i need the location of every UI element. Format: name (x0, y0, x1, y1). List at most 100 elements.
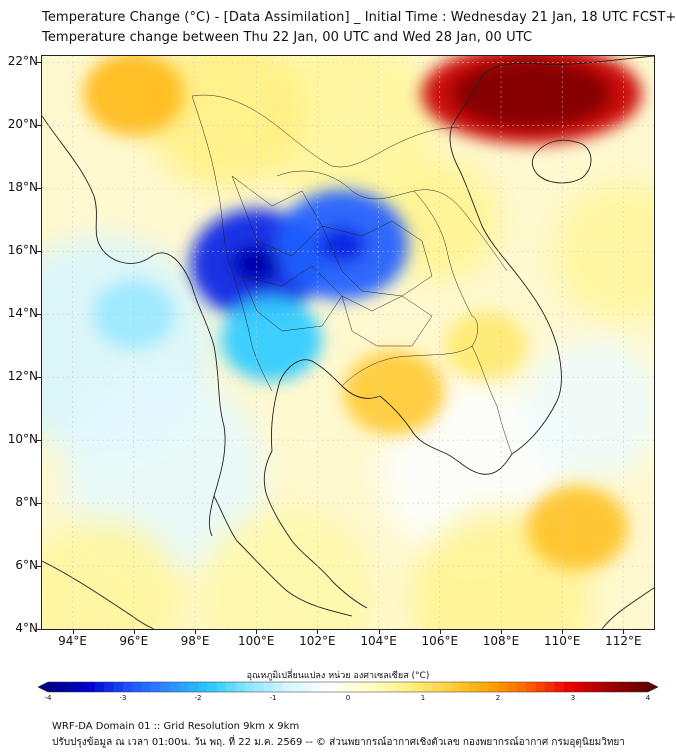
colorbar-segment (507, 682, 518, 692)
coastline-thai-peninsula-east (263, 450, 368, 609)
colorbar-segment (394, 682, 405, 692)
coastlines (42, 56, 654, 629)
graticule (42, 56, 654, 629)
colorbar-segment (638, 682, 649, 692)
field-base-blob (145, 56, 306, 190)
border-thai-provinces-northeast (321, 220, 433, 297)
colorbar-segment (310, 682, 321, 692)
latitude-label: 18°N (7, 180, 38, 195)
colorbar-segment (591, 682, 602, 692)
border-myanmar-laos-china (191, 94, 461, 168)
colorbar-segment (319, 682, 330, 692)
colorbar-segment (48, 682, 58, 692)
longitude-label: 96°E (119, 634, 149, 648)
longitude-label: 110°E (543, 634, 581, 648)
colorbar-tick-label: -3 (119, 694, 127, 702)
colorbar-segment (151, 682, 161, 692)
colorbar-segment (526, 682, 536, 692)
coastline-thai-peninsula (213, 495, 353, 617)
longitude-label: 102°E (299, 634, 336, 648)
colorbar-tick-label: 4 (645, 694, 651, 702)
colorbar-segment (498, 682, 508, 692)
south-china-warming-core (451, 58, 612, 129)
longitude-label: 104°E (360, 634, 397, 648)
latitude-label: 4°N (15, 621, 38, 635)
coastline-sumatra (42, 560, 155, 629)
latitude-tick (36, 125, 41, 127)
field-base-blob (522, 338, 654, 479)
colorbar-segment (601, 682, 611, 692)
colorbar-segment (488, 682, 499, 692)
coastline-cambodia (379, 395, 513, 475)
colorbar-segment (573, 682, 583, 692)
colorbar-segment (404, 682, 414, 692)
colorbar-segment (338, 682, 349, 692)
colorbar-segment (329, 682, 339, 692)
chart-title-line2: Temperature change between Thu 22 Jan, 0… (42, 30, 533, 45)
colorbar-segment (254, 682, 264, 692)
longitude-label: 98°E (180, 634, 210, 648)
longitude-tick (256, 630, 258, 634)
latitude-tick (36, 566, 41, 568)
colorbar-segment (619, 682, 630, 692)
longitude-tick (72, 630, 74, 634)
latitude-tick (36, 62, 41, 64)
colorbar-segment (385, 682, 396, 692)
colorbar-segment (94, 682, 105, 692)
colorbar-segment (198, 682, 208, 692)
latitude-tick (36, 251, 41, 253)
colorbar-segment (76, 682, 86, 692)
longitude-label: 112°E (605, 634, 642, 648)
colorbar-segment (563, 682, 574, 692)
colorbar-segment (479, 682, 489, 692)
colorbar-title: อุณหภูมิเปลี่ยนแปลง หน่วย องศาเซลเซียส (… (246, 671, 430, 681)
latitude-label: 12°N (7, 369, 38, 384)
colorbar-segment (376, 682, 386, 692)
temperature-change-map (41, 55, 655, 630)
map-canvas (42, 56, 654, 629)
colorbar-segment (226, 682, 236, 692)
longitude-tick (133, 630, 135, 634)
colorbar-segment (188, 682, 199, 692)
colorbar-segment (535, 682, 546, 692)
longitude-label: 106°E (421, 634, 459, 648)
coastline-borneo (601, 587, 654, 629)
border-laos-vietnam (413, 189, 508, 272)
colorbar-segment (451, 682, 461, 692)
colorbar-segment (141, 682, 152, 692)
colorbar-outline (38, 681, 658, 693)
colorbar-segment (441, 682, 452, 692)
colorbar-segment (235, 682, 246, 692)
border-thailand-laos (276, 170, 473, 317)
colorbar-segment (432, 682, 443, 692)
colorbar-segment (207, 682, 218, 692)
colorbar-tick-label: -4 (44, 694, 52, 702)
northeast-thailand-cooling-core (317, 226, 366, 263)
colorbar-segment (610, 682, 621, 692)
longitude-label: 108°E (482, 634, 520, 648)
latitude-tick (36, 503, 41, 505)
colorbar-segment (57, 682, 68, 692)
colorbar-segment (104, 682, 114, 692)
latitude-tick (36, 314, 41, 316)
coastline-vietnam (449, 56, 654, 455)
northern-myanmar-warming (83, 56, 185, 136)
border-myanmar-thailand (191, 95, 273, 392)
colorbar-segment (469, 682, 480, 692)
colorbar-tick-label: 2 (495, 694, 501, 702)
central-thailand-cooling-core (232, 245, 281, 282)
latitude-tick (36, 188, 41, 190)
colorbar-segment (66, 682, 77, 692)
field-base-blob (42, 517, 184, 629)
colorbar-segment (216, 682, 227, 692)
longitude-tick (562, 630, 564, 634)
colorbar-tick-label: -2 (194, 694, 202, 702)
latitude-label: 22°N (7, 54, 38, 69)
colorbar-tick-label: 1 (420, 694, 426, 702)
colorbar-segment (85, 682, 96, 692)
field-base-blob (379, 159, 500, 280)
border-thai-provinces-east (341, 295, 433, 347)
longitude-tick (378, 630, 380, 634)
latitude-label: 10°N (7, 432, 38, 447)
footer-update-info: ปรับปรุงข้อมูล ณ เวลา 01:00น. วัน พฤ. ที… (52, 737, 625, 748)
